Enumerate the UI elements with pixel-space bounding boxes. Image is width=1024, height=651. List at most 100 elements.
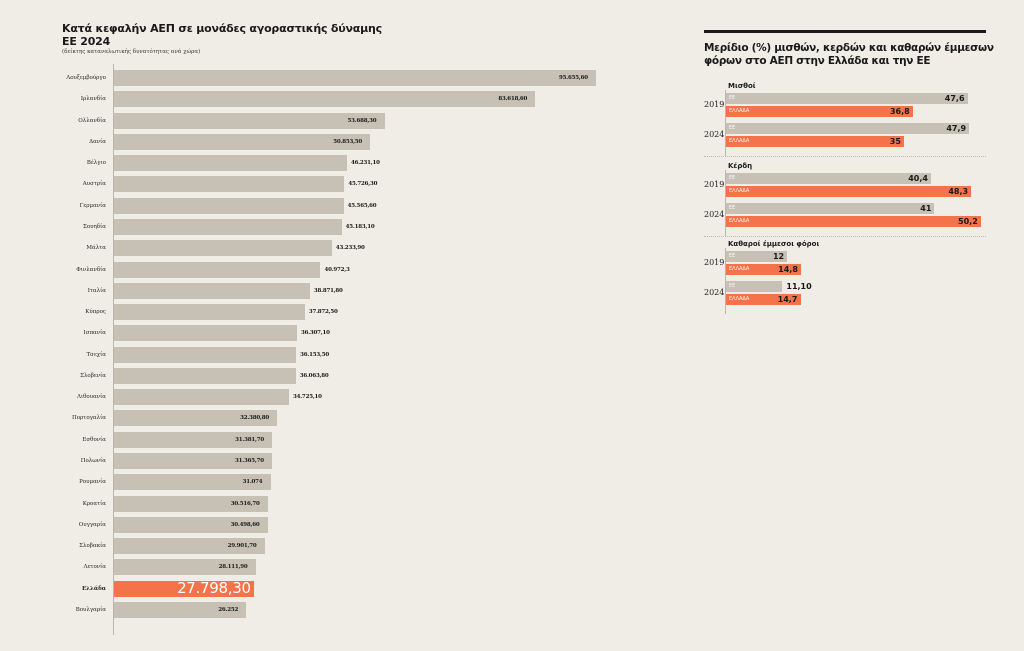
year-label: 2024 [704,288,725,297]
greece-bar: ΕΛΛΑΔΑ [726,106,913,117]
bar-15 [114,389,289,406]
value-label: 26.252 [218,607,239,613]
value-label: 36,8 [889,107,910,116]
bar-11 [114,304,305,321]
value-label: 12 [772,252,785,261]
greece-bar: ΕΛΛΑΔΑ [726,216,982,227]
series-tag: ΕΕ [729,175,736,181]
country-label: Πολωνία [80,458,106,465]
value-label: 40,4 [908,174,928,183]
country-label: Μάλτα [86,245,106,252]
country-label: Σουηδία [82,223,106,230]
value-label: 14,7 [777,295,798,304]
value-label: 11,10 [786,282,812,291]
group-title: Μισθοί [728,82,756,90]
value-label: 40.972,3 [324,266,350,273]
value-label: 35 [889,137,901,146]
country-label: Αυστρία [82,181,106,188]
bar-12 [114,325,297,342]
country-label: Γερμανία [79,202,106,209]
right-chart-top-rule [704,30,986,33]
year-label: 2019 [704,180,725,189]
bar-3 [114,133,371,150]
bar-21 [114,516,268,533]
value-label: 28.111,90 [218,564,248,571]
bar-16 [114,410,278,427]
year-label: 2019 [704,100,725,109]
bar-22 [114,538,265,555]
group-axis [725,90,726,156]
value-label: 38.871,80 [313,287,343,294]
series-tag: ΕΕ [729,253,736,259]
value-label: 36.153,50 [300,351,329,358]
bar-9 [114,261,321,278]
right-chart-title: Μερίδιο (%) μισθών, κερδών και καθαρών έ… [704,42,994,67]
greece-bar: ΕΛΛΑΔΑ [726,186,972,197]
country-label: Λιθουανία [76,394,106,401]
value-label: 50,2 [958,217,978,226]
series-tag: ΕΕ [729,95,736,101]
country-label: Κύπρος [85,309,106,316]
bar-24 [114,580,255,597]
bar-4 [114,155,347,172]
value-label: 48,3 [948,187,969,196]
eu-bar: ΕΕ [726,123,970,134]
series-tag: ΕΛΛΑΔΑ [729,266,750,272]
country-label: Ολλανδία [78,117,106,124]
country-label: Φινλανδία [76,266,106,273]
country-label: Τσεχία [86,351,106,358]
bar-5 [114,176,345,193]
value-label: 43.233,90 [335,245,365,252]
bar-20 [114,495,268,512]
bar-23 [114,559,256,576]
value-label: 27.798,30 [177,579,251,598]
eu-bar: ΕΕ [726,173,932,184]
country-label: Εσθονία [82,436,106,443]
series-tag: ΕΕ [729,283,736,289]
bar-25 [114,602,247,618]
bar-14 [114,367,296,384]
greece-bar: ΕΛΛΑΔΑ [726,264,802,275]
value-label: 45.183,10 [345,223,375,230]
group-title: Καθαροί έμμεσοι φόροι [728,240,820,248]
country-label: Κροατία [82,500,106,507]
country-label: Λετονία [83,564,106,571]
country-label: Βέλγιο [86,160,106,167]
value-label: 47,6 [944,94,965,103]
value-label: 31.365,70 [235,458,264,465]
bar-1 [114,91,536,108]
series-tag: ΕΛΛΑΔΑ [729,138,750,144]
group-separator [704,236,986,237]
country-label: Σλοβακία [79,543,106,550]
left-chart-axis [113,64,114,635]
bar-2 [114,112,385,129]
value-label: 46.231,10 [350,160,380,167]
greece-bar: ΕΛΛΑΔΑ [726,294,801,305]
country-label: Ουγγαρία [78,521,106,528]
bar-13 [114,346,297,363]
group-axis [725,170,726,236]
left-chart-title: Κατά κεφαλήν ΑΕΠ σε μονάδες αγοραστικής … [62,22,383,48]
value-label: 50.853,50 [333,138,363,145]
value-label: 83.618,60 [498,96,528,103]
year-label: 2024 [704,210,725,219]
left-chart-subtitle: (δείκτης καταναλωτικής δυνατότητας ανά χ… [62,49,201,55]
value-label: 29.901,70 [227,543,257,550]
eu-bar: ΕΕ [726,281,783,292]
value-label: 41 [920,204,932,213]
bar-17 [114,431,273,448]
country-label: Πορτογαλία [71,415,106,422]
value-label: 45.726,30 [348,181,378,188]
year-label: 2019 [704,258,725,267]
country-label: Βουλγαρία [75,607,106,613]
value-label: 30.516,70 [230,500,260,507]
eu-bar: ΕΕ [726,93,968,104]
bar-18 [114,453,273,470]
value-label: 95.655,60 [559,75,588,81]
series-tag: ΕΕ [729,205,736,211]
value-label: 14,8 [778,265,798,274]
value-label: 37.872,50 [308,309,338,316]
country-label: Σλοβενία [80,372,106,379]
value-label: 31.074 [242,479,263,486]
country-label: Ιταλία [87,287,106,294]
